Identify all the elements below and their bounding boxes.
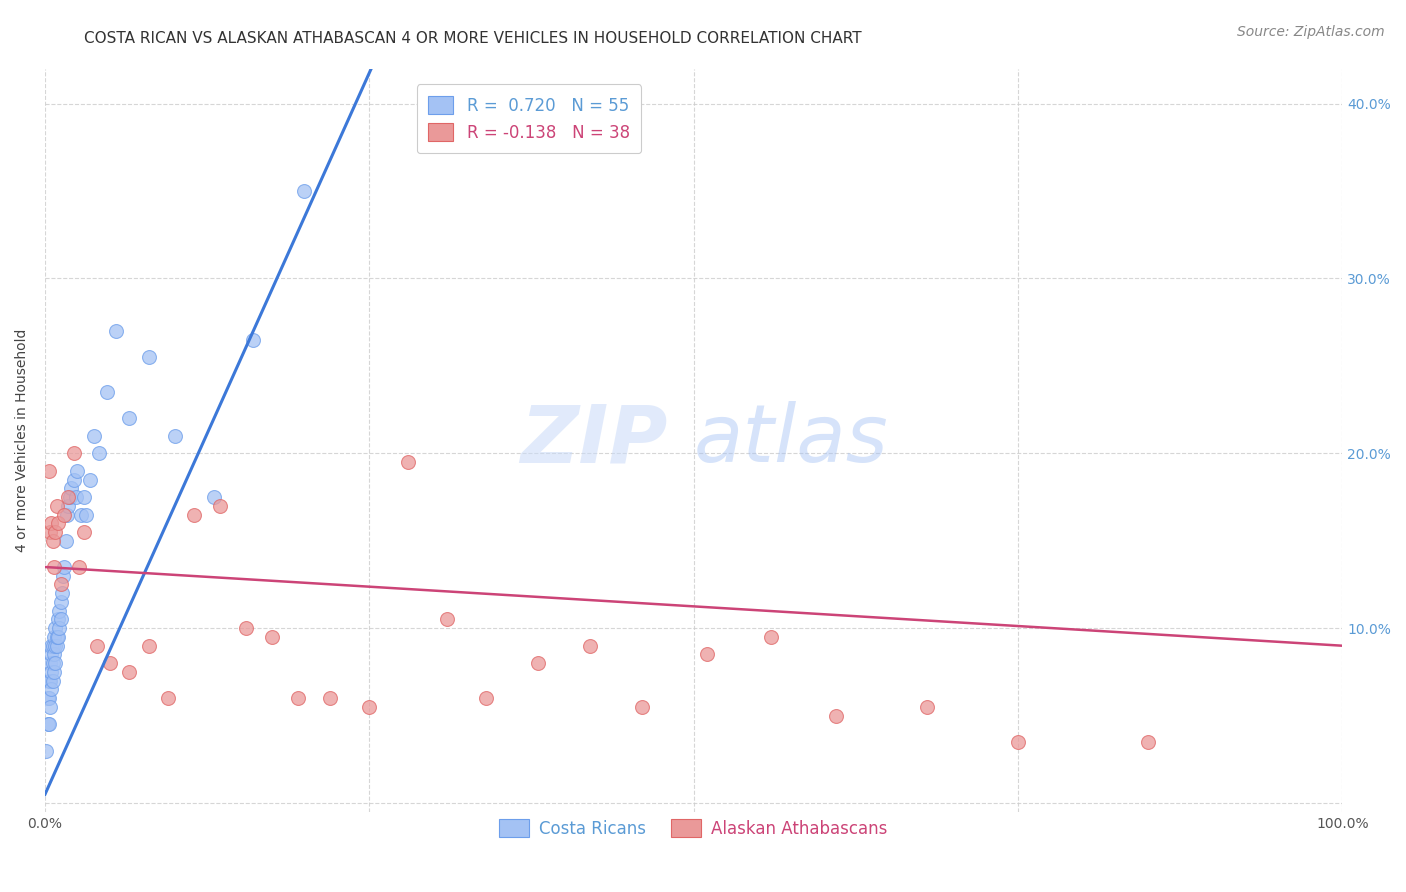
Point [38,691,60,706]
Point [41,665,63,679]
Point [39,524,62,539]
Point [56,508,79,522]
Point [138,639,160,653]
Point [42,560,65,574]
Point [53,508,76,522]
Point [42,665,65,679]
Point [359,700,381,714]
Point [242,333,264,347]
Point [46,630,69,644]
Point [42,673,65,688]
Point [53,560,76,574]
Point [37,691,59,706]
Point [105,324,128,338]
Point [51,586,73,600]
Point [1007,735,1029,749]
Point [96,385,118,400]
Point [44,621,66,635]
Point [76,508,98,522]
Point [73,490,96,504]
Point [319,691,342,706]
Point [39,673,62,688]
Point [59,490,82,504]
Point [46,612,69,626]
Point [157,691,180,706]
Point [37,717,59,731]
Point [209,499,232,513]
Point [41,682,63,697]
Point [579,639,602,653]
Point [396,455,419,469]
Point [38,464,60,478]
Point [41,648,63,662]
Legend: Costa Ricans, Alaskan Athabascans: Costa Ricans, Alaskan Athabascans [492,813,894,845]
Point [163,429,186,443]
Point [44,657,66,671]
Point [45,639,67,653]
Text: Source: ZipAtlas.com: Source: ZipAtlas.com [1237,25,1385,39]
Point [86,639,108,653]
Point [49,612,72,626]
Point [696,648,718,662]
Point [118,665,141,679]
Point [98,657,121,671]
Point [62,446,84,460]
Point [42,533,65,548]
Point [39,700,62,714]
Point [79,473,101,487]
Point [59,481,82,495]
Text: ZIP: ZIP [520,401,668,479]
Point [761,630,783,644]
Point [45,630,67,644]
Point [67,560,90,574]
Point [44,524,66,539]
Text: COSTA RICAN VS ALASKAN ATHABASCAN 4 OR MORE VEHICLES IN HOUSEHOLD CORRELATION CH: COSTA RICAN VS ALASKAN ATHABASCAN 4 OR M… [84,31,862,46]
Point [1136,735,1159,749]
Point [436,612,458,626]
Point [915,700,938,714]
Point [42,648,65,662]
Point [42,639,65,653]
Point [287,691,309,706]
Point [138,350,160,364]
Point [49,595,72,609]
Point [527,657,550,671]
Point [62,473,84,487]
Point [39,657,62,671]
Point [235,621,257,635]
Y-axis label: 4 or more Vehicles in Household: 4 or more Vehicles in Household [15,328,30,552]
Point [70,508,93,522]
Point [38,717,60,731]
Point [294,184,316,198]
Point [89,446,111,460]
Point [38,673,60,688]
Point [52,568,75,582]
Point [83,429,105,443]
Point [45,499,67,513]
Point [475,691,498,706]
Point [35,744,58,758]
Point [183,508,205,522]
Point [42,630,65,644]
Point [630,700,652,714]
Point [55,533,77,548]
Point [825,708,848,723]
Point [46,516,69,531]
Point [66,464,89,478]
Point [118,411,141,425]
Point [48,621,70,635]
Point [41,639,63,653]
Point [49,577,72,591]
Point [41,516,63,531]
Point [260,630,283,644]
Point [44,639,66,653]
Text: atlas: atlas [693,401,889,479]
Point [42,657,65,671]
Point [58,499,80,513]
Point [58,490,80,504]
Point [202,490,225,504]
Point [48,604,70,618]
Point [65,490,87,504]
Point [73,524,96,539]
